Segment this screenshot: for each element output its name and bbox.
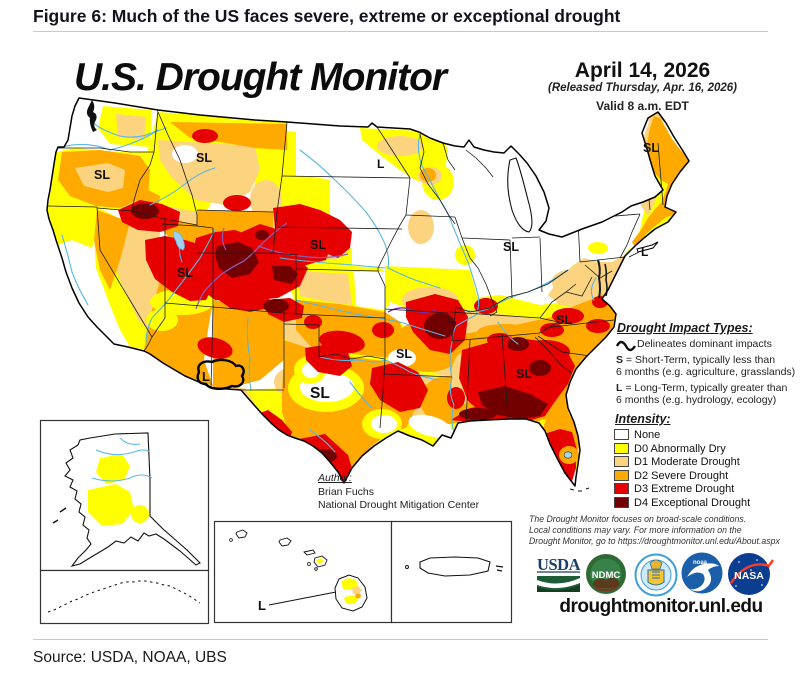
svg-text:NASA: NASA — [734, 570, 764, 582]
svg-text:SL: SL — [396, 347, 412, 361]
svg-text:L: L — [377, 157, 384, 171]
svg-text:SL: SL — [503, 240, 519, 254]
svg-text:SL: SL — [94, 168, 110, 182]
svg-text:L: L — [258, 598, 266, 613]
svg-text:SL: SL — [310, 238, 326, 252]
svg-text:L: L — [202, 369, 210, 384]
svg-text:USDA: USDA — [537, 555, 581, 574]
svg-text:SL: SL — [310, 385, 330, 402]
svg-text:SL: SL — [196, 151, 212, 165]
svg-text:SL: SL — [516, 367, 532, 381]
svg-text:noaa: noaa — [693, 560, 708, 566]
svg-text:L: L — [641, 245, 648, 259]
svg-text:SL: SL — [643, 141, 659, 155]
svg-text:SL: SL — [556, 313, 572, 327]
svg-text:NDMC: NDMC — [592, 570, 621, 581]
svg-text:SL: SL — [177, 266, 193, 280]
